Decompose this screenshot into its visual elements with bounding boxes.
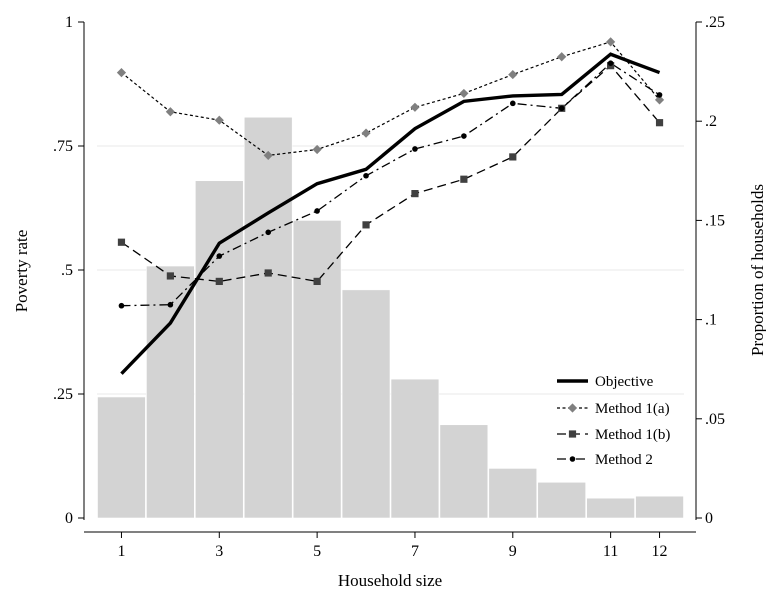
bar xyxy=(243,116,293,519)
bar xyxy=(586,497,635,519)
x-tick-label: 7 xyxy=(411,543,419,560)
gridlines xyxy=(97,145,684,395)
data-point xyxy=(117,238,126,246)
data-point xyxy=(558,105,565,112)
data-point xyxy=(655,119,664,127)
x-tick-label: 5 xyxy=(313,543,321,560)
data-point xyxy=(606,37,616,47)
legend-key-marker xyxy=(568,430,577,438)
bar xyxy=(537,481,586,519)
bar xyxy=(390,378,440,519)
bar xyxy=(292,220,342,519)
y-axis-label: Poverty rate xyxy=(12,230,31,313)
data-point xyxy=(362,221,370,229)
y-tick-label: 0 xyxy=(65,510,73,527)
axes xyxy=(83,22,697,533)
x-tick-label: 3 xyxy=(215,543,223,560)
data-point xyxy=(607,60,614,66)
x-tick-label: 9 xyxy=(509,543,517,560)
data-point xyxy=(263,150,273,161)
data-point xyxy=(411,190,419,198)
data-point xyxy=(167,301,174,308)
series-line xyxy=(120,52,661,375)
series-markers xyxy=(116,37,665,309)
y2-tick-label: .05 xyxy=(705,411,725,428)
data-point xyxy=(656,92,663,98)
data-point xyxy=(116,67,127,78)
bar xyxy=(146,265,195,519)
household-share-bars xyxy=(97,116,684,519)
tick-labels: 0 .25 .5 .75 1 0 .05 .1 .15 .2 .25 1 3 5 7 9 11 12 xyxy=(53,14,725,560)
data-point xyxy=(508,69,518,80)
data-point xyxy=(361,128,371,138)
data-point xyxy=(509,153,517,161)
legend-label: Method 1(b) xyxy=(595,427,670,443)
legend-label: Method 1(a) xyxy=(595,401,670,417)
y2-tick-label: .15 xyxy=(705,212,725,229)
bar xyxy=(195,180,244,519)
x-tick-label: 1 xyxy=(117,543,125,560)
data-point xyxy=(118,302,125,309)
x-tick-label: 12 xyxy=(652,543,668,560)
data-point xyxy=(215,277,223,286)
data-point xyxy=(265,229,272,236)
data-point xyxy=(459,88,469,99)
data-point xyxy=(313,277,321,286)
bar xyxy=(439,424,489,519)
data-point xyxy=(312,144,322,155)
y-tick-label: .25 xyxy=(53,386,73,403)
y2-axis-label: Proportion of households xyxy=(748,184,766,356)
data-point xyxy=(654,95,665,105)
y-tick-label: 1 xyxy=(65,14,73,31)
legend-label: Method 2 xyxy=(595,452,653,468)
data-point xyxy=(410,102,420,112)
data-point xyxy=(264,269,272,277)
data-point xyxy=(412,146,418,152)
y2-tick-label: .1 xyxy=(705,312,717,329)
legend-label: Objective xyxy=(595,374,654,390)
data-point xyxy=(214,115,224,125)
y-tick-label: .5 xyxy=(61,262,73,279)
y-tick-label: .75 xyxy=(53,138,73,155)
data-point xyxy=(460,175,468,183)
y2-tick-label: 0 xyxy=(705,510,713,527)
data-point xyxy=(314,208,320,214)
bar xyxy=(635,495,684,519)
series-line xyxy=(121,64,661,283)
bar xyxy=(97,396,146,519)
x-tick-label: 11 xyxy=(603,543,618,560)
bar xyxy=(488,468,538,519)
data-point xyxy=(557,52,567,62)
y2-tick-label: .2 xyxy=(705,113,717,130)
x-axis-label: Household size xyxy=(338,571,442,590)
legend: Objective Method 1(a) Method 1(b) Method 2 xyxy=(557,374,670,468)
series-line xyxy=(121,41,661,157)
data-point xyxy=(509,100,516,107)
series-lines xyxy=(120,41,661,375)
legend-key-marker xyxy=(567,403,578,413)
data-point xyxy=(216,253,223,259)
legend-key-marker xyxy=(569,456,576,462)
data-point xyxy=(165,107,175,117)
data-point xyxy=(363,172,369,179)
bar xyxy=(341,289,391,519)
data-point xyxy=(461,133,467,139)
y2-tick-label: .25 xyxy=(705,14,725,31)
data-point xyxy=(166,272,174,280)
